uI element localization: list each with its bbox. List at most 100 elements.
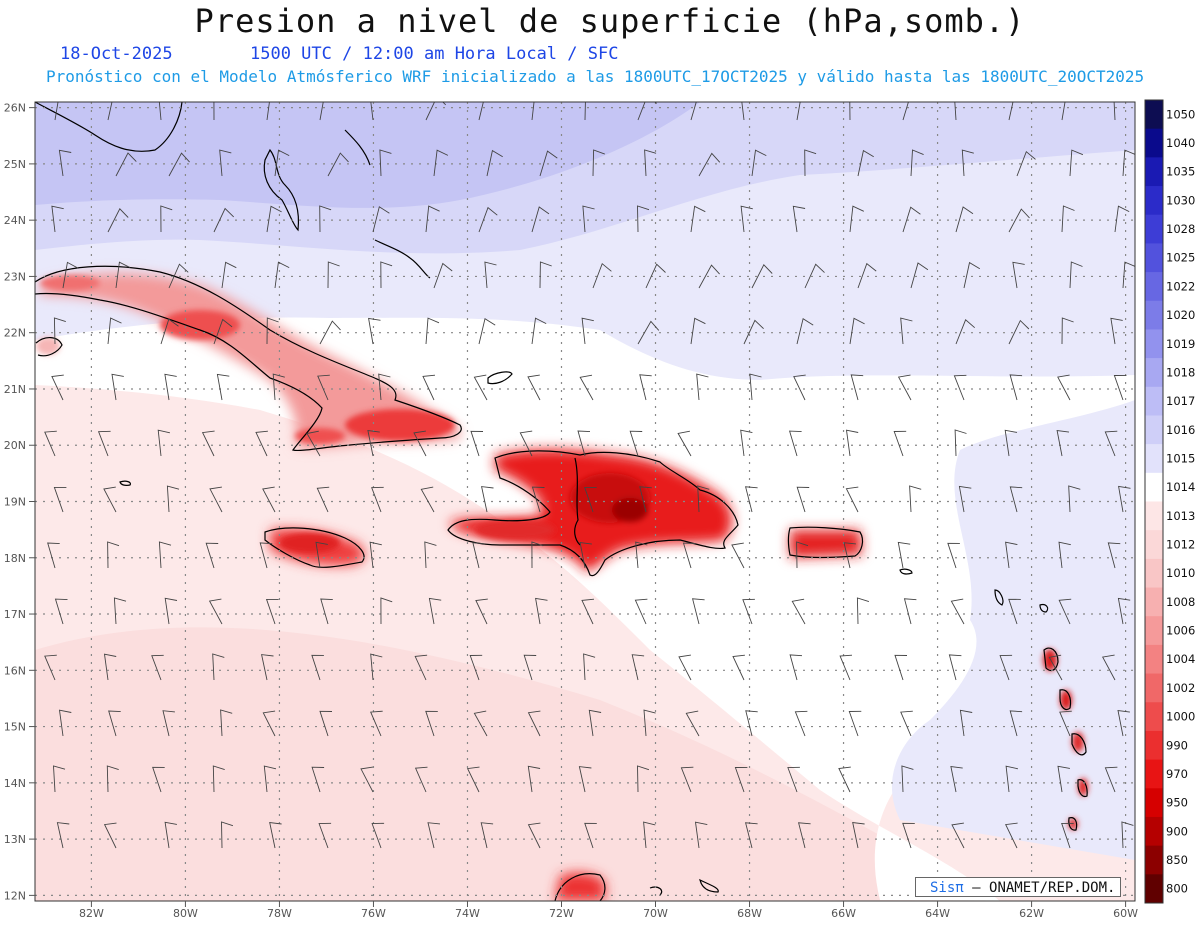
wind-barb: [694, 821, 708, 849]
colorbar-label: 1040: [1166, 136, 1195, 150]
wind-barb: [1058, 541, 1071, 569]
credit-box: Sisπ – ONAMET/REP.DOM.: [915, 877, 1121, 897]
wind-barb: [221, 821, 234, 849]
colorbar-label: 1004: [1166, 652, 1195, 666]
colorbar-swatch: [1145, 300, 1163, 330]
wind-barb: [106, 765, 119, 793]
wind-barb: [680, 766, 694, 793]
wind-barb: [955, 206, 974, 233]
colorbar-swatch: [1145, 816, 1163, 847]
wind-barb: [751, 149, 767, 177]
wind-barb: [856, 597, 870, 625]
wind-barb: [319, 710, 333, 737]
colorbar-swatch: [1145, 157, 1163, 187]
wind-barb: [963, 261, 981, 289]
wind-barb: [531, 102, 535, 121]
colorbar-swatch: [1145, 845, 1163, 875]
wind-barb: [380, 597, 393, 625]
wind-barb: [745, 822, 758, 849]
lat-label: 12N: [4, 889, 26, 902]
pressure-zone-1017: [35, 102, 700, 208]
wind-barb: [107, 208, 129, 233]
wind-barb: [948, 654, 962, 681]
wind-barb: [848, 710, 862, 737]
wind-barb: [1069, 149, 1084, 177]
wind-barb: [793, 374, 806, 401]
wind-barb: [414, 766, 428, 793]
wind-barb: [634, 598, 648, 625]
wind-barb: [427, 822, 441, 849]
wind-barb: [213, 318, 233, 345]
wind-barb: [789, 654, 803, 681]
wind-barb: [643, 821, 656, 849]
wind-barb: [53, 486, 67, 513]
forecast-info: Pronóstico con el Modelo Atmósferico WRF…: [46, 67, 1145, 86]
wind-barb: [1061, 317, 1074, 345]
wind-barb: [1113, 102, 1116, 121]
wind-barb: [473, 710, 488, 737]
colorbar-label: 1025: [1166, 251, 1195, 265]
wind-barb: [380, 261, 393, 289]
colorbar-label: 1019: [1166, 337, 1195, 351]
colorbar-label: 1013: [1166, 509, 1195, 523]
wind-barb: [947, 542, 960, 569]
lat-label: 17N: [4, 608, 26, 621]
wind-barb: [266, 317, 279, 345]
credit-org: – ONAMET/REP.DOM.: [972, 880, 1116, 896]
wind-barb: [311, 766, 325, 793]
wind-barb: [164, 821, 177, 849]
colorbar-swatch: [1145, 788, 1163, 818]
wind-barb: [527, 710, 541, 737]
wind-barb: [582, 205, 595, 233]
wind-barb: [531, 486, 545, 513]
colorbar-swatch: [1145, 644, 1163, 675]
pressure-colorbar: 1050 1040 1035 1030 1028 1025 1022 1020 1019 1018…: [1144, 99, 1195, 904]
wind-barb: [306, 430, 321, 457]
lon-label: 64W: [925, 907, 950, 920]
wind-barb: [209, 486, 223, 513]
wind-barb: [164, 373, 177, 401]
wind-barb: [316, 486, 330, 513]
wind-barb: [519, 430, 533, 457]
colorbar-swatch: [1145, 128, 1163, 158]
wind-barb: [953, 374, 967, 401]
wind-barb: [201, 430, 215, 457]
lat-label: 18N: [4, 552, 26, 565]
wind-barb: [639, 374, 652, 401]
wind-barb: [107, 102, 113, 121]
wind-barb: [581, 317, 594, 345]
colorbar-swatch: [1145, 730, 1163, 761]
eleuthera-coast: [344, 129, 371, 166]
wind-barb: [539, 150, 558, 177]
wind-barb: [894, 654, 908, 681]
lat-label: 26N: [4, 102, 26, 115]
wind-barb: [319, 320, 341, 345]
wind-barb: [327, 152, 349, 177]
colorbar-label: 1008: [1166, 595, 1195, 609]
wind-barb: [910, 262, 929, 289]
lat-label: 24N: [4, 214, 26, 227]
wind-barb: [909, 485, 922, 513]
wind-barb: [371, 822, 385, 849]
st-vincent-coast: [1068, 817, 1078, 831]
wind-barb: [472, 542, 485, 569]
colorbar-swatch: [1145, 587, 1163, 617]
wind-barb: [272, 373, 285, 401]
wind-barb: [265, 598, 279, 625]
colorbar-label: 1020: [1166, 308, 1195, 322]
lon-label: 78W: [267, 907, 292, 920]
wind-barb: [584, 486, 597, 513]
colorbar-label: 1002: [1166, 681, 1195, 695]
wind-barb: [1114, 205, 1130, 233]
lat-label: 13N: [4, 833, 26, 846]
wind-barb: [698, 264, 720, 289]
colorbar-label: 1012: [1166, 538, 1195, 552]
wind-barb: [897, 541, 911, 569]
wind-barb: [745, 710, 758, 737]
colorbar-label: 1028: [1166, 222, 1195, 236]
wind-barb: [852, 821, 865, 849]
wind-barb: [527, 374, 541, 401]
wind-barb: [315, 541, 328, 569]
wind-barb: [838, 766, 851, 793]
